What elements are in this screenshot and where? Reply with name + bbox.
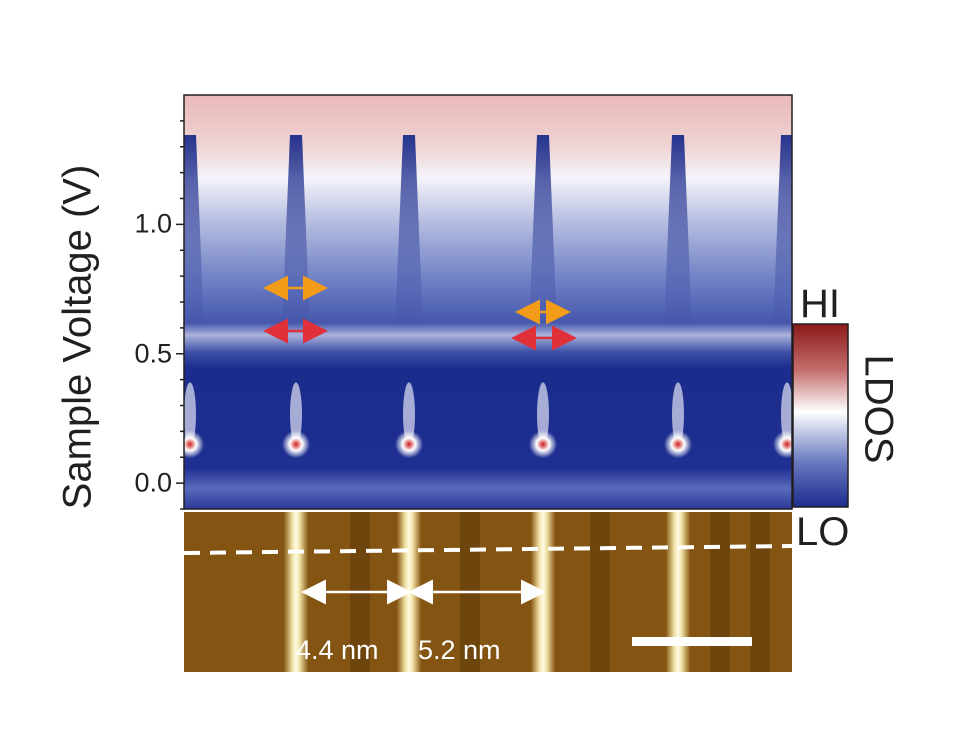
colorbar [792, 323, 849, 508]
y-tick-label-0.0: 0.0 [134, 467, 172, 498]
ldos-bright-spot [184, 430, 204, 459]
topography-stripe [666, 512, 690, 672]
topography-dark-stripe [710, 512, 730, 672]
ldos-plumes [184, 135, 792, 328]
ldos-bright-spot [529, 430, 557, 459]
ldos-spot-tail [781, 382, 792, 447]
ldos-bright-spots [184, 382, 792, 459]
y-tick-label-1.0: 1.0 [134, 208, 172, 239]
ldos-map [184, 95, 792, 509]
ldos-plume [395, 135, 423, 328]
y-tick-label-0.5: 0.5 [134, 338, 172, 369]
ldos-spot-tail [537, 382, 549, 447]
ldos-spot-tail [403, 382, 415, 447]
scale-bar [632, 637, 752, 646]
colorbar-title: LDOS [856, 354, 901, 464]
topography-dark-stripe [590, 512, 610, 672]
y-axis-ticks [176, 120, 184, 510]
ldos-bright-spot [664, 430, 692, 459]
ldos-plume [773, 135, 792, 328]
ldos-plume [184, 135, 204, 328]
colorbar-high-label: HI [800, 282, 840, 326]
topography-dark-stripe [750, 512, 770, 672]
y-axis-label: Sample Voltage (V) [55, 164, 100, 510]
ldos-bright-spot [395, 430, 423, 459]
ldos-bright-spot [773, 430, 792, 459]
colorbar-low-label: LO [796, 510, 850, 554]
distance-label-left: 4.4 nm [296, 635, 379, 665]
ldos-plume [529, 135, 557, 328]
dashed-cut-line [183, 544, 793, 555]
distance-label-right: 5.2 nm [418, 635, 501, 665]
ldos-plume [664, 135, 692, 328]
ldos-spot-tail [672, 382, 684, 447]
ldos-spot-tail [184, 382, 196, 447]
ldos-spot-tail [290, 382, 302, 447]
ldos-bright-spot [282, 430, 310, 459]
